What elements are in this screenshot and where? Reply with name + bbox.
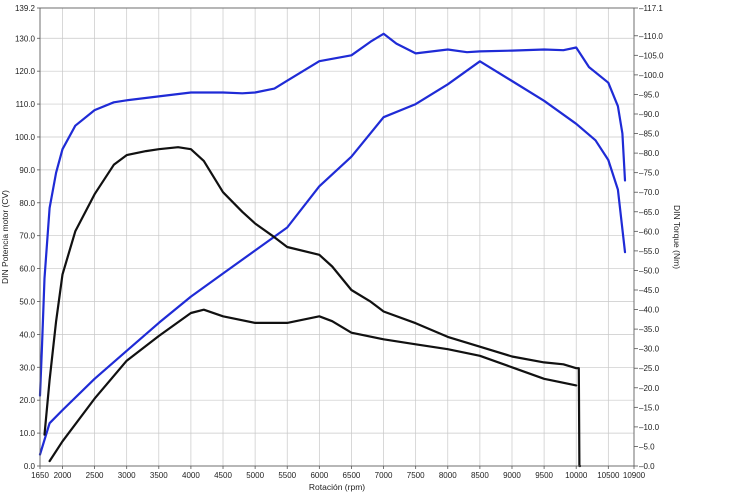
x-tick-label: 10000 (565, 471, 588, 480)
x-tick-label: 9500 (535, 471, 553, 480)
x-tick-label: 4000 (182, 471, 200, 480)
series-line-4 (48, 308, 578, 463)
y-left-axis-title: DIN Potencia motor (CV) (0, 190, 10, 284)
x-tick-label: 9000 (503, 471, 521, 480)
x-tick-label: 5000 (246, 471, 264, 480)
plot-frame (39, 7, 635, 467)
x-tick-label: 6500 (343, 471, 361, 480)
x-tick-label: 6000 (310, 471, 328, 480)
x-tick-label: 1650 (31, 471, 49, 480)
y-right-tick-label: –80.0 (639, 149, 660, 158)
y-left-tick-label: 80.0 (19, 199, 35, 208)
y-right-tick-label: –117.1 (639, 4, 663, 13)
y-right-tick-label: –55.0 (639, 247, 660, 256)
y-left-tick-label: 100.0 (15, 133, 36, 142)
y-right-tick-label: –75.0 (639, 169, 660, 178)
y-right-tick-label: –30.0 (639, 345, 660, 354)
y-right-tick-label: –95.0 (639, 90, 660, 99)
x-tick-label: 7500 (407, 471, 425, 480)
x-tick-label: 8500 (471, 471, 489, 480)
y-right-tick-label: –35.0 (639, 325, 660, 334)
x-tick-label: 7000 (375, 471, 393, 480)
y-left-tick-label: 139.2 (15, 4, 36, 13)
y-left-tick-label: 50.0 (19, 297, 35, 306)
y-right-tick-label: –70.0 (639, 188, 660, 197)
x-tick-label: 2500 (86, 471, 104, 480)
x-tick-label: 10500 (597, 471, 620, 480)
series-line-2 (38, 60, 627, 456)
series-line-1 (38, 32, 627, 397)
y-left-tick-label: 20.0 (19, 396, 35, 405)
y-left-tick-label: 70.0 (19, 232, 35, 241)
y-right-tick-label: –65.0 (639, 208, 660, 217)
y-left-tick-label: 90.0 (19, 166, 35, 175)
y-right-tick-label: –5.0 (639, 442, 655, 451)
y-right-tick-label: –15.0 (639, 403, 660, 412)
y-right-tick-label: –50.0 (639, 266, 660, 275)
y-right-tick-label: –20.0 (639, 384, 660, 393)
y-left-tick-label: 40.0 (19, 330, 35, 339)
tick-layer: 1650 2000 2500 3000 3500 4000 4500 5000 5500 6000… (15, 4, 664, 480)
series-line-3 (43, 146, 582, 468)
y-right-axis-title: DIN Torque (Nm) (672, 205, 682, 269)
x-tick-label: 4500 (214, 471, 232, 480)
y-right-tick-label: –0.0 (639, 462, 655, 471)
y-left-tick-label: 130.0 (15, 34, 36, 43)
x-tick-label: 3500 (150, 471, 168, 480)
y-right-tick-label: –40.0 (639, 306, 660, 315)
y-left-tick-label: 0.0 (24, 462, 36, 471)
y-right-tick-label: –110.0 (639, 32, 663, 41)
y-right-tick-label: –105.0 (639, 51, 664, 60)
series-layer (38, 32, 627, 468)
y-right-tick-label: –60.0 (639, 227, 660, 236)
y-right-tick-label: –25.0 (639, 364, 660, 373)
y-right-tick-label: –85.0 (639, 130, 660, 139)
y-right-tick-label: –10.0 (639, 423, 660, 432)
y-left-tick-label: 60.0 (19, 265, 35, 274)
x-tick-label: 5500 (278, 471, 296, 480)
y-right-tick-label: –90.0 (639, 110, 660, 119)
grid-layer (39, 7, 635, 467)
y-left-tick-label: 10.0 (19, 429, 35, 438)
y-right-tick-label: –100.0 (639, 71, 664, 80)
y-left-tick-label: 110.0 (16, 100, 36, 109)
x-tick-label: 3000 (118, 471, 136, 480)
x-tick-label: 8000 (439, 471, 457, 480)
y-right-tick-label: –45.0 (639, 286, 660, 295)
y-left-tick-label: 120.0 (15, 67, 36, 76)
x-axis-title: Rotación (rpm) (309, 482, 365, 492)
y-left-tick-label: 30.0 (19, 363, 35, 372)
x-tick-label: 2000 (54, 471, 72, 480)
x-tick-label: 10900 (623, 471, 646, 480)
